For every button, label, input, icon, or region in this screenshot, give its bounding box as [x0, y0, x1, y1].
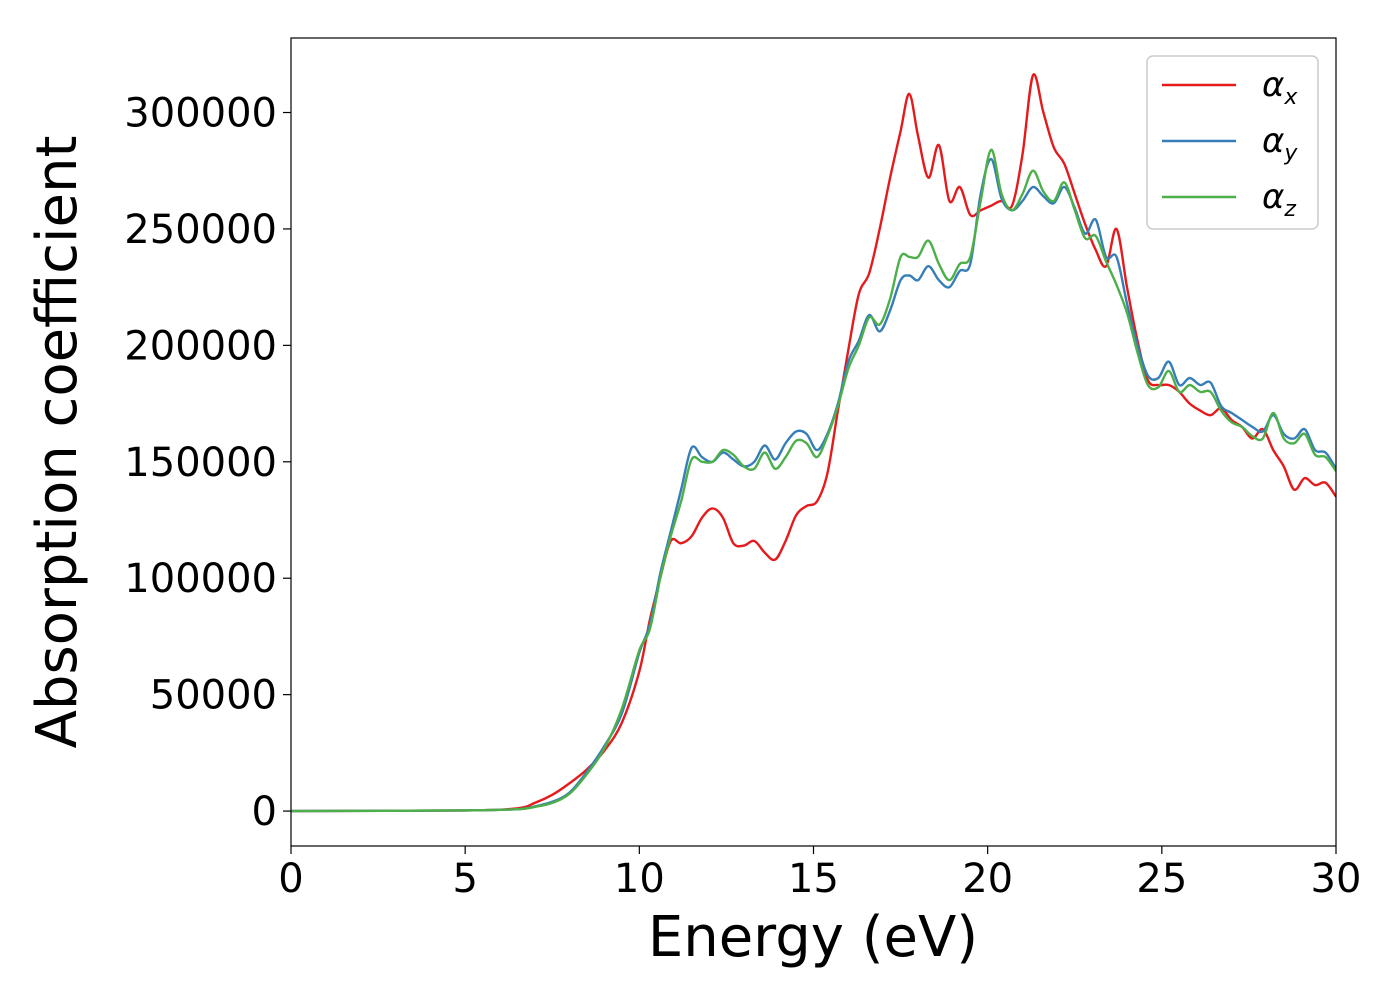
y-tick-label: 150000	[124, 440, 277, 486]
x-tick-label: 20	[962, 856, 1013, 902]
x-tick-label: 30	[1311, 856, 1362, 902]
legend-label-x: αx	[1262, 65, 1298, 110]
x-axis: 0 5 10 15 20 25 30	[278, 846, 1361, 902]
x-tick-label: 10	[614, 856, 665, 902]
series-layer	[291, 73, 1336, 813]
y-tick-label: 200000	[124, 323, 277, 369]
y-tick-label: 100000	[124, 556, 277, 602]
series-line-z	[291, 148, 1336, 813]
legend: αx αy αz	[1146, 55, 1319, 230]
series-line-y	[291, 157, 1336, 813]
x-axis-label: Energy (eV)	[648, 905, 978, 970]
y-tick-label: 0	[252, 789, 277, 835]
y-tick-label: 250000	[124, 207, 277, 253]
x-tick-label: 0	[278, 856, 303, 902]
x-tick-label: 15	[788, 856, 839, 902]
y-axis-label: Absorption coefficient	[25, 136, 90, 749]
x-tick-label: 25	[1136, 856, 1187, 902]
series-line-x	[291, 73, 1336, 813]
legend-label-z: αz	[1262, 177, 1296, 222]
x-tick-label: 5	[452, 856, 477, 902]
y-axis: 0 50000 100000 150000 200000 250000 300000	[124, 91, 291, 835]
legend-box	[1146, 55, 1319, 230]
legend-label-y: αy	[1262, 121, 1298, 166]
y-tick-label: 300000	[124, 91, 277, 137]
y-tick-label: 50000	[150, 673, 277, 719]
